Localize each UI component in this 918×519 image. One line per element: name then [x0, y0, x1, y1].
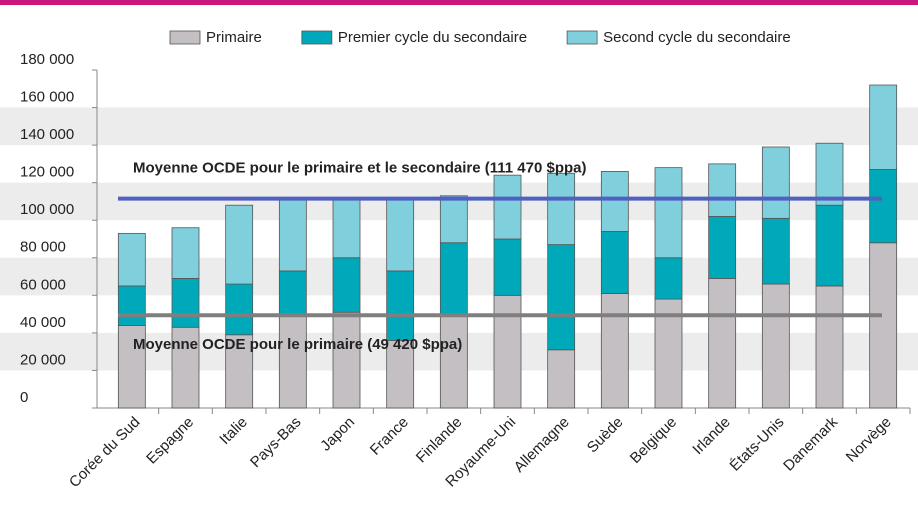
bar-segment: [708, 216, 737, 279]
bar-segment: [708, 278, 737, 409]
bar-segment: [278, 199, 307, 272]
legend-label: Primaire: [206, 29, 262, 46]
bar-segment: [600, 231, 629, 294]
bar-segment: [815, 142, 844, 206]
y-tick-label: 0: [20, 389, 28, 406]
legend-swatch: [169, 30, 201, 45]
bar-segment: [225, 283, 254, 336]
bar-segment: [815, 204, 844, 287]
bar-segment: [171, 326, 200, 409]
bar-segment: [708, 163, 737, 217]
y-tick-label: 60 000: [20, 276, 66, 293]
bar-segment: [600, 293, 629, 409]
bar-segment: [869, 169, 898, 244]
bar-segment: [439, 315, 468, 409]
bar-segment: [547, 172, 576, 246]
bar-segment: [332, 311, 361, 409]
bar-segment: [815, 285, 844, 409]
bar-segment: [332, 257, 361, 313]
bar-segment: [654, 257, 683, 300]
bar-segment: [761, 283, 790, 409]
y-tick-label: 20 000: [20, 351, 66, 368]
bar-segment: [493, 174, 522, 240]
bar-segment: [171, 227, 200, 279]
y-tick-label: 40 000: [20, 314, 66, 331]
bar-segment: [439, 195, 468, 244]
y-tick-label: 140 000: [20, 126, 74, 143]
y-tick-label: 120 000: [20, 164, 74, 181]
legend-swatch: [301, 30, 333, 45]
bar-segment: [225, 204, 254, 285]
bar-segment: [869, 242, 898, 409]
bar-segment: [386, 199, 415, 272]
y-tick-label: 80 000: [20, 239, 66, 256]
bar-segment: [493, 238, 522, 296]
legend-swatch: [566, 30, 598, 45]
legend-label: Premier cycle du secondaire: [338, 29, 527, 46]
top-rule: [0, 0, 918, 5]
bar-segment: [117, 285, 146, 326]
bar-segment: [386, 339, 415, 409]
reference-label: Moyenne OCDE pour le primaire et le seco…: [133, 160, 587, 177]
bar-segment: [278, 270, 307, 317]
bar-segment: [869, 84, 898, 170]
bar-segment: [493, 294, 522, 409]
bar-segment: [761, 146, 790, 219]
bar-segment: [654, 298, 683, 409]
bar-segment: [117, 232, 146, 287]
legend-label: Second cycle du secondaire: [603, 29, 791, 46]
bar-segment: [654, 167, 683, 259]
bar-segment: [117, 324, 146, 409]
bar-segment: [278, 315, 307, 409]
bar-segment: [547, 349, 576, 409]
y-tick-label: 160 000: [20, 89, 74, 106]
bar-segment: [171, 278, 200, 328]
grid-band: [0, 107, 918, 146]
bar-segment: [386, 270, 415, 341]
bar-segment: [600, 170, 629, 232]
bar-segment: [761, 217, 790, 285]
bar-segment: [225, 334, 254, 409]
bar-segment: [547, 244, 576, 351]
reference-label: Moyenne OCDE pour le primaire (49 420 $p…: [133, 336, 462, 353]
y-tick-label: 100 000: [20, 201, 74, 218]
bar-segment: [439, 242, 468, 317]
y-tick-label: 180 000: [20, 51, 74, 68]
bar-segment: [332, 199, 361, 259]
